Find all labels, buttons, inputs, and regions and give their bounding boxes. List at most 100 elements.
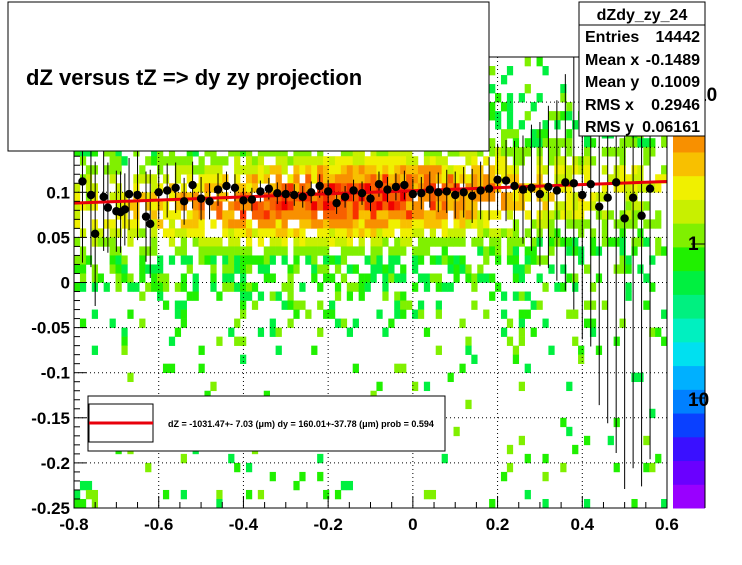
heatmap-cell	[305, 219, 312, 229]
profile-point	[99, 192, 108, 202]
heatmap-cell	[512, 291, 520, 301]
heatmap-cell	[518, 327, 525, 337]
heatmap-cell	[180, 282, 187, 292]
heatmap-cell	[74, 489, 81, 500]
heatmap-cell	[109, 147, 116, 157]
heatmap-cell	[115, 246, 122, 256]
heatmap-cell	[133, 210, 140, 220]
heatmap-cell	[388, 192, 395, 202]
heatmap-cell	[157, 255, 164, 265]
profile-point	[205, 197, 214, 206]
profile-point	[628, 193, 638, 202]
heatmap-cell	[151, 183, 158, 193]
profile-point	[425, 185, 434, 194]
heatmap-cell	[643, 462, 650, 473]
heatmap-cell	[133, 147, 140, 157]
heatmap-cell	[649, 462, 656, 473]
heatmap-cell	[655, 327, 662, 337]
heatmap-cell	[649, 282, 656, 292]
heatmap-cell	[382, 192, 389, 202]
heatmap-cell	[412, 255, 419, 265]
heatmap-cell	[311, 156, 318, 166]
heatmap-cell	[334, 291, 342, 301]
heatmap-cell	[257, 156, 265, 166]
heatmap-cell	[435, 174, 442, 184]
heatmap-cell	[323, 165, 330, 175]
heatmap-cell	[554, 174, 561, 184]
heatmap-cell	[228, 255, 235, 265]
heatmap-cell	[578, 246, 585, 256]
heatmap-cell	[613, 237, 620, 247]
heatmap-cell	[275, 165, 282, 175]
heatmap-cell	[240, 309, 247, 319]
heatmap-cell	[465, 399, 472, 410]
heatmap-cell	[251, 228, 259, 238]
y-tick-label: 0.1	[46, 183, 70, 202]
heatmap-cell	[234, 174, 241, 184]
heatmap-cell	[453, 237, 460, 247]
heatmap-cell	[328, 192, 336, 202]
heatmap-cell	[631, 165, 638, 175]
heatmap-cell	[317, 246, 324, 256]
heatmap-cell	[79, 147, 87, 157]
heatmap-cell	[157, 282, 164, 292]
heatmap-cell	[655, 183, 662, 193]
heatmap-cell	[572, 273, 579, 283]
heatmap-cell	[346, 210, 354, 220]
heatmap-cell	[572, 165, 579, 175]
heatmap-cell	[417, 300, 425, 310]
heatmap-cell	[512, 228, 520, 238]
heatmap-cell	[317, 282, 324, 292]
heatmap-cell	[269, 471, 276, 482]
heatmap-cell	[471, 219, 478, 229]
heatmap-cell	[512, 219, 520, 229]
heatmap-cell	[305, 156, 312, 166]
heatmap-cell	[180, 309, 187, 319]
heatmap-cell	[382, 237, 389, 247]
heatmap-cell	[127, 282, 134, 292]
heatmap-cell	[168, 219, 176, 229]
heatmap-cell	[435, 255, 442, 265]
heatmap-cell	[334, 174, 342, 184]
heatmap-cell	[578, 345, 585, 355]
heatmap-cell	[601, 228, 608, 238]
heatmap-cell	[423, 192, 431, 202]
heatmap-cell	[512, 255, 520, 265]
heatmap-cell	[133, 201, 140, 211]
heatmap-cell	[619, 228, 626, 238]
heatmap-cell	[459, 165, 466, 175]
heatmap-cell	[554, 111, 561, 121]
heatmap-cell	[352, 192, 359, 202]
heatmap-cell	[115, 192, 122, 202]
heatmap-cell	[566, 174, 573, 184]
heatmap-cell	[174, 246, 182, 256]
y-tick-label: 0	[61, 274, 70, 293]
palette-band	[673, 365, 705, 390]
heatmap-cell	[459, 147, 466, 157]
heatmap-cell	[192, 228, 199, 238]
heatmap-cell	[524, 255, 531, 265]
heatmap-cell	[299, 210, 306, 220]
heatmap-cell	[388, 264, 395, 274]
heatmap-cell	[429, 237, 437, 247]
heatmap-cell	[655, 453, 662, 464]
heatmap-cell	[162, 210, 170, 220]
heatmap-cell	[560, 165, 567, 175]
heatmap-cell	[287, 282, 294, 292]
heatmap-cell	[157, 264, 164, 274]
heatmap-cell	[168, 156, 176, 166]
profile-point	[171, 183, 180, 192]
heatmap-cell	[151, 210, 158, 220]
heatmap-cell	[554, 228, 561, 238]
heatmap-cell	[370, 183, 377, 193]
heatmap-cell	[583, 498, 591, 509]
heatmap-cell	[145, 156, 152, 166]
heatmap-cell	[180, 255, 187, 265]
heatmap-cell	[210, 174, 217, 184]
heatmap-cell	[364, 165, 371, 175]
heatmap-cell	[174, 228, 182, 238]
heatmap-cell	[340, 174, 348, 184]
heatmap-cell	[388, 165, 395, 175]
heatmap-cell	[542, 138, 549, 148]
heatmap-cell	[204, 255, 211, 265]
